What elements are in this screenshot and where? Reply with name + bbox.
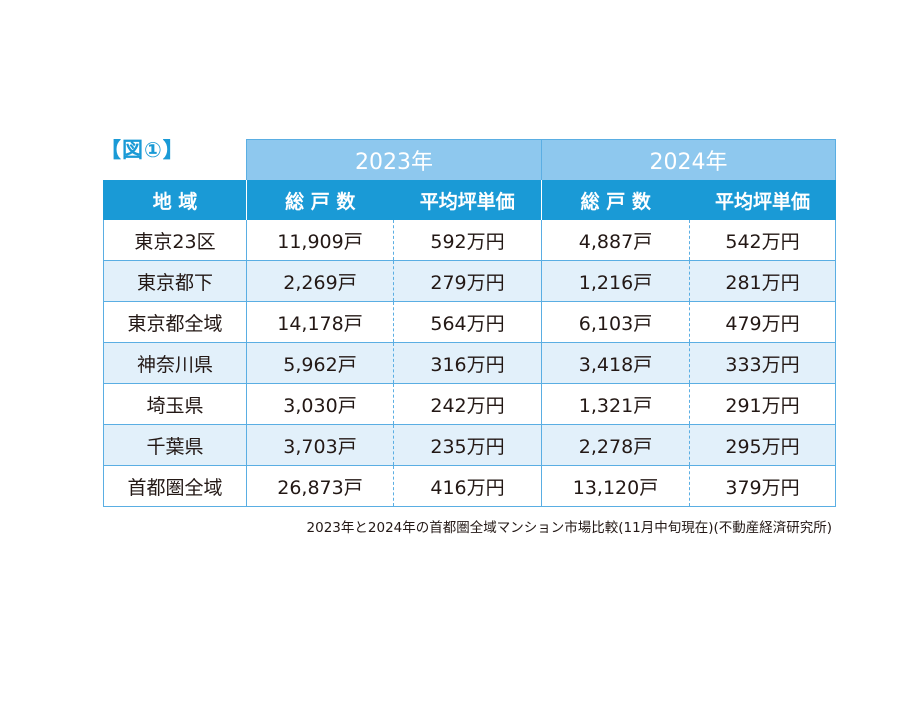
price-2024-column-header: 平均坪単価 [689,180,836,220]
region-cell: 東京都全域 [103,301,247,343]
price-2023-cell: 279万円 [393,260,542,302]
units-2023-cell: 5,962戸 [246,342,394,384]
price-2024-cell: 281万円 [689,260,836,302]
figure-label: 【図①】 [100,138,185,162]
region-cell: 東京23区 [103,220,247,261]
units-2023-cell: 3,703戸 [246,424,394,466]
region-cell: 千葉県 [103,424,247,466]
price-2023-cell: 242万円 [393,383,542,425]
blank-corner-cell [104,140,247,181]
price-2023-column-header: 平均坪単価 [393,180,542,220]
price-2023-cell: 316万円 [393,342,542,384]
region-cell: 東京都下 [103,260,247,302]
units-2023-cell: 2,269戸 [246,260,394,302]
market-comparison-table: 2023年 2024年 地 域 総 戸 数 平均坪単価 総 戸 数 平均坪単価 … [103,139,836,507]
price-2023-cell: 416万円 [393,465,542,507]
price-2024-cell: 379万円 [689,465,836,507]
year-2023-header: 2023年 [246,139,542,180]
units-2023-cell: 11,909戸 [246,220,394,261]
column-header-row: 地 域 総 戸 数 平均坪単価 総 戸 数 平均坪単価 [103,180,836,220]
year-2024-header: 2024年 [541,139,836,180]
region-cell: 神奈川県 [103,342,247,384]
price-2024-cell: 295万円 [689,424,836,466]
table-row: 千葉県 3,703戸 235万円 2,278戸 295万円 [103,424,836,466]
units-2024-cell: 1,321戸 [541,383,690,425]
price-2024-cell: 479万円 [689,301,836,343]
units-2024-cell: 4,887戸 [541,220,690,261]
region-cell: 首都圏全域 [103,465,247,507]
units-2024-cell: 6,103戸 [541,301,690,343]
units-2023-cell: 26,873戸 [246,465,394,507]
table-caption: 2023年と2024年の首都圏全域マンション市場比較(11月中旬現在)(不動産経… [306,520,832,536]
units-2023-column-header: 総 戸 数 [246,180,394,220]
units-2024-cell: 1,216戸 [541,260,690,302]
table-row: 埼玉県 3,030戸 242万円 1,321戸 291万円 [103,383,836,425]
year-header-row: 2023年 2024年 [104,139,836,181]
units-2024-cell: 3,418戸 [541,342,690,384]
price-2024-cell: 291万円 [689,383,836,425]
units-2024-column-header: 総 戸 数 [541,180,690,220]
units-2024-cell: 2,278戸 [541,424,690,466]
price-2023-cell: 235万円 [393,424,542,466]
price-2023-cell: 592万円 [393,220,542,261]
region-cell: 埼玉県 [103,383,247,425]
table-body: 2023年 2024年 地 域 総 戸 数 平均坪単価 総 戸 数 平均坪単価 … [103,139,836,507]
region-column-header: 地 域 [103,180,247,220]
table-row: 東京都全域 14,178戸 564万円 6,103戸 479万円 [103,301,836,343]
table-row: 首都圏全域 26,873戸 416万円 13,120戸 379万円 [103,465,836,507]
table-row: 神奈川県 5,962戸 316万円 3,418戸 333万円 [103,342,836,384]
table-row: 東京23区 11,909戸 592万円 4,887戸 542万円 [103,220,836,261]
table-row: 東京都下 2,269戸 279万円 1,216戸 281万円 [103,260,836,302]
price-2023-cell: 564万円 [393,301,542,343]
price-2024-cell: 333万円 [689,342,836,384]
units-2023-cell: 3,030戸 [246,383,394,425]
units-2024-cell: 13,120戸 [541,465,690,507]
price-2024-cell: 542万円 [689,220,836,261]
units-2023-cell: 14,178戸 [246,301,394,343]
